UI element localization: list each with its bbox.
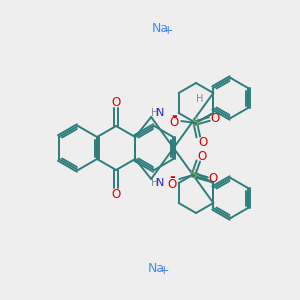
Text: O: O [211,112,220,125]
Text: N: N [156,108,164,118]
Text: S: S [190,169,197,182]
Text: H: H [152,108,159,118]
Text: O: O [112,188,121,200]
Text: O: O [198,151,207,164]
Text: H: H [152,178,159,188]
Text: O: O [112,95,121,109]
Text: O: O [199,136,208,148]
Text: S: S [192,116,199,130]
Text: +: + [163,23,173,37]
Text: -: - [171,109,177,123]
Text: O: O [170,116,179,130]
Text: O: O [209,172,218,185]
Text: H: H [196,94,204,104]
Text: O: O [168,178,177,190]
Text: Na: Na [148,262,165,275]
Text: +: + [159,263,169,277]
Text: -: - [169,170,175,184]
Text: N: N [156,178,164,188]
Text: Na: Na [152,22,169,34]
